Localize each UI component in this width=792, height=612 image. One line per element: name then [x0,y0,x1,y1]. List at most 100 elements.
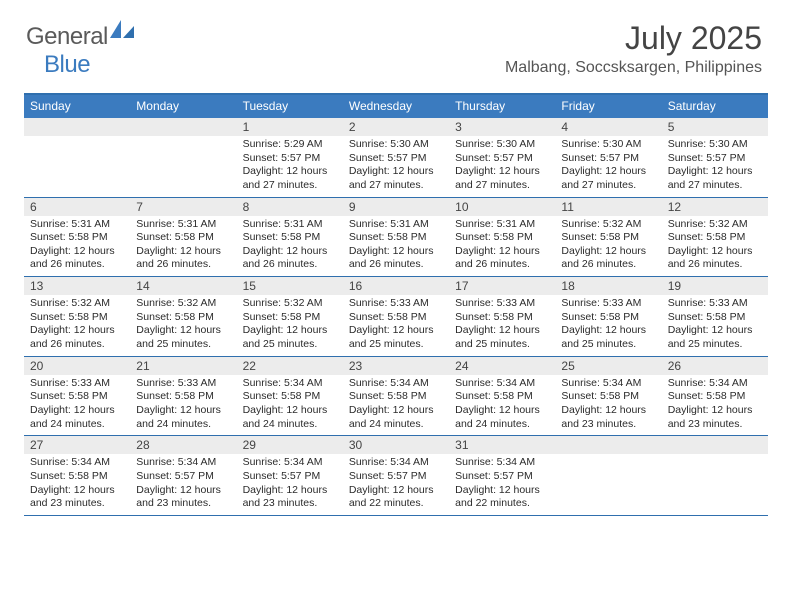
calendar: Sunday Monday Tuesday Wednesday Thursday… [24,93,768,516]
sunset-text: Sunset: 5:58 PM [30,390,124,404]
day-cell: Sunrise: 5:30 AMSunset: 5:57 PMDaylight:… [555,136,661,197]
dayhead-wed: Wednesday [343,95,449,118]
day-number: 2 [343,118,449,136]
sunset-text: Sunset: 5:58 PM [30,311,124,325]
day-cell [555,454,661,515]
daylight-text: Daylight: 12 hours and 25 minutes. [243,324,337,351]
sunset-text: Sunset: 5:57 PM [136,470,230,484]
day-cell: Sunrise: 5:33 AMSunset: 5:58 PMDaylight:… [662,295,768,356]
logo: General Blue [26,20,134,79]
sunrise-text: Sunrise: 5:30 AM [455,138,549,152]
day-cell: Sunrise: 5:33 AMSunset: 5:58 PMDaylight:… [24,375,130,436]
sunset-text: Sunset: 5:58 PM [243,390,337,404]
daylight-text: Daylight: 12 hours and 26 minutes. [136,245,230,272]
day-number: 31 [449,436,555,454]
sunset-text: Sunset: 5:58 PM [136,231,230,245]
day-number: 28 [130,436,236,454]
day-cell: Sunrise: 5:32 AMSunset: 5:58 PMDaylight:… [130,295,236,356]
sunset-text: Sunset: 5:58 PM [243,231,337,245]
sunrise-text: Sunrise: 5:31 AM [136,218,230,232]
daylight-text: Daylight: 12 hours and 26 minutes. [561,245,655,272]
day-number: 17 [449,277,555,295]
daybody-row: Sunrise: 5:32 AMSunset: 5:58 PMDaylight:… [24,295,768,356]
sunrise-text: Sunrise: 5:32 AM [243,297,337,311]
sunrise-text: Sunrise: 5:31 AM [243,218,337,232]
sunrise-text: Sunrise: 5:30 AM [668,138,762,152]
sunrise-text: Sunrise: 5:31 AM [455,218,549,232]
daylight-text: Daylight: 12 hours and 25 minutes. [561,324,655,351]
sunrise-text: Sunrise: 5:34 AM [561,377,655,391]
sunrise-text: Sunrise: 5:30 AM [561,138,655,152]
week-row: 2728293031Sunrise: 5:34 AMSunset: 5:58 P… [24,436,768,516]
day-number: 25 [555,357,661,375]
sunrise-text: Sunrise: 5:30 AM [349,138,443,152]
daybody-row: Sunrise: 5:33 AMSunset: 5:58 PMDaylight:… [24,375,768,436]
day-number: 13 [24,277,130,295]
sunset-text: Sunset: 5:57 PM [455,470,549,484]
day-cell: Sunrise: 5:34 AMSunset: 5:57 PMDaylight:… [343,454,449,515]
day-number: 14 [130,277,236,295]
sunrise-text: Sunrise: 5:33 AM [30,377,124,391]
sunrise-text: Sunrise: 5:33 AM [668,297,762,311]
sunset-text: Sunset: 5:57 PM [668,152,762,166]
daybody-row: Sunrise: 5:34 AMSunset: 5:58 PMDaylight:… [24,454,768,515]
sunrise-text: Sunrise: 5:32 AM [668,218,762,232]
daylight-text: Daylight: 12 hours and 26 minutes. [243,245,337,272]
sunset-text: Sunset: 5:57 PM [561,152,655,166]
dayhead-sat: Saturday [662,95,768,118]
daylight-text: Daylight: 12 hours and 27 minutes. [455,165,549,192]
daylight-text: Daylight: 12 hours and 27 minutes. [668,165,762,192]
day-cell: Sunrise: 5:32 AMSunset: 5:58 PMDaylight:… [662,216,768,277]
day-number: 27 [24,436,130,454]
daylight-text: Daylight: 12 hours and 25 minutes. [136,324,230,351]
day-number: 1 [237,118,343,136]
sunset-text: Sunset: 5:57 PM [455,152,549,166]
day-cell: Sunrise: 5:30 AMSunset: 5:57 PMDaylight:… [662,136,768,197]
day-number: 6 [24,198,130,216]
day-number: 3 [449,118,555,136]
daylight-text: Daylight: 12 hours and 24 minutes. [243,404,337,431]
daynum-row: 13141516171819 [24,277,768,295]
daylight-text: Daylight: 12 hours and 24 minutes. [30,404,124,431]
logo-sail-icon [110,20,134,38]
day-number: 8 [237,198,343,216]
day-cell: Sunrise: 5:34 AMSunset: 5:58 PMDaylight:… [237,375,343,436]
day-number: 21 [130,357,236,375]
day-cell: Sunrise: 5:31 AMSunset: 5:58 PMDaylight:… [237,216,343,277]
sunset-text: Sunset: 5:57 PM [243,470,337,484]
day-cell: Sunrise: 5:31 AMSunset: 5:58 PMDaylight:… [130,216,236,277]
day-cell: Sunrise: 5:33 AMSunset: 5:58 PMDaylight:… [449,295,555,356]
month-title: July 2025 [505,20,762,57]
sunrise-text: Sunrise: 5:31 AM [30,218,124,232]
daylight-text: Daylight: 12 hours and 23 minutes. [136,484,230,511]
day-number: 15 [237,277,343,295]
week-row: 20212223242526Sunrise: 5:33 AMSunset: 5:… [24,357,768,437]
sunset-text: Sunset: 5:58 PM [561,231,655,245]
sunset-text: Sunset: 5:58 PM [668,390,762,404]
daybody-row: Sunrise: 5:31 AMSunset: 5:58 PMDaylight:… [24,216,768,277]
day-cell [130,136,236,197]
day-cell: Sunrise: 5:33 AMSunset: 5:58 PMDaylight:… [343,295,449,356]
sunrise-text: Sunrise: 5:29 AM [243,138,337,152]
daylight-text: Daylight: 12 hours and 23 minutes. [30,484,124,511]
sunset-text: Sunset: 5:58 PM [455,231,549,245]
dayhead-sun: Sunday [24,95,130,118]
daylight-text: Daylight: 12 hours and 26 minutes. [30,245,124,272]
sunset-text: Sunset: 5:58 PM [136,311,230,325]
daylight-text: Daylight: 12 hours and 24 minutes. [455,404,549,431]
day-number: 12 [662,198,768,216]
daylight-text: Daylight: 12 hours and 23 minutes. [561,404,655,431]
dayhead-fri: Friday [555,95,661,118]
day-cell: Sunrise: 5:34 AMSunset: 5:58 PMDaylight:… [449,375,555,436]
day-number: 19 [662,277,768,295]
logo-text-blue: Blue [44,51,90,78]
day-cell: Sunrise: 5:34 AMSunset: 5:58 PMDaylight:… [343,375,449,436]
sunrise-text: Sunrise: 5:34 AM [455,456,549,470]
sunset-text: Sunset: 5:58 PM [349,390,443,404]
day-cell: Sunrise: 5:29 AMSunset: 5:57 PMDaylight:… [237,136,343,197]
day-header-row: Sunday Monday Tuesday Wednesday Thursday… [24,95,768,118]
daylight-text: Daylight: 12 hours and 27 minutes. [349,165,443,192]
day-number: 29 [237,436,343,454]
day-number: 18 [555,277,661,295]
day-number: 5 [662,118,768,136]
